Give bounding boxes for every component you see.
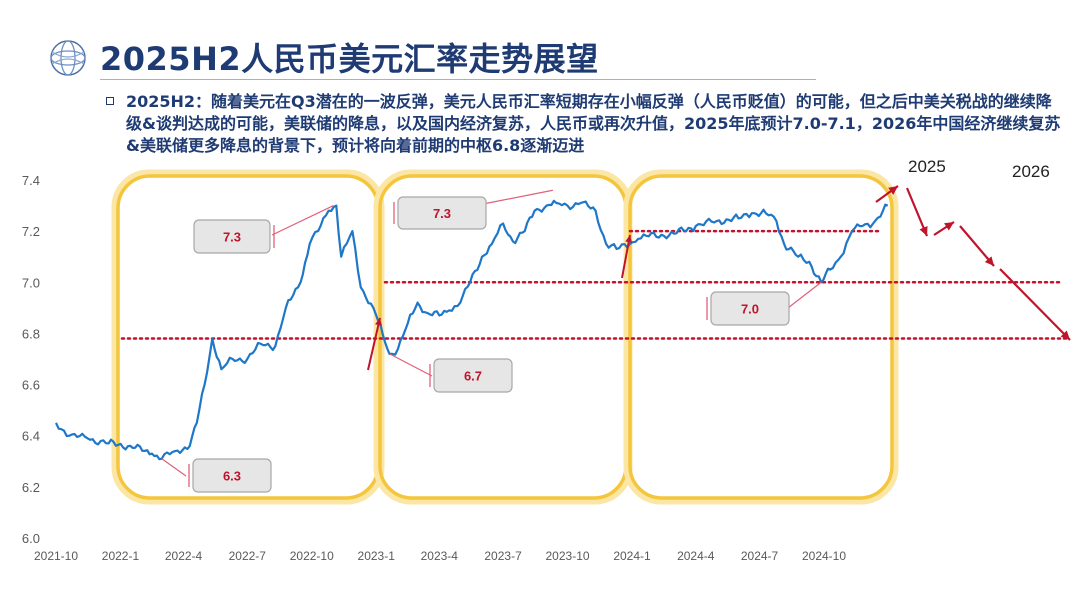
x-tick-label: 2024-10 [802, 549, 846, 563]
y-tick-label: 6.2 [22, 480, 40, 495]
callout-leader [787, 281, 822, 309]
summary-text: 2025H2：随着美元在Q3潜在的一波反弹，美元人民币汇率短期存在小幅反弹（人民… [126, 92, 1061, 155]
arrowhead-icon [888, 186, 898, 195]
arrowhead-icon [984, 256, 994, 266]
arrowhead-icon [374, 318, 382, 326]
y-tick-label: 6.6 [22, 378, 40, 393]
x-tick-label: 2022-7 [229, 549, 267, 563]
arrowhead-icon [944, 222, 954, 231]
arrowhead-icon [625, 235, 633, 243]
callout-leader [271, 205, 334, 236]
callouts: 7.3 6.3 7.3 6.7 7.0 [161, 189, 822, 493]
x-tick-label: 2022-1 [102, 549, 140, 563]
callout-box [710, 291, 790, 326]
x-tick-label: 2023-7 [484, 549, 522, 563]
callout-leader [477, 189, 553, 206]
x-tick-label: 2022-4 [165, 549, 203, 563]
highlight-box [628, 174, 894, 500]
callout-label: 6.7 [464, 369, 482, 384]
transition-arrows [367, 234, 633, 371]
callout-label: 7.3 [223, 230, 241, 245]
x-tick-label: 2023-1 [358, 549, 396, 563]
callout-box [433, 358, 513, 393]
y-tick-label: 6.4 [22, 429, 40, 444]
highlight-boxes [111, 169, 899, 505]
callout-label: 6.3 [223, 469, 241, 484]
highlight-box-glow [623, 169, 899, 505]
y-tick-label: 7.2 [22, 224, 40, 239]
callout-label: 7.0 [741, 302, 759, 317]
title-divider [100, 79, 816, 80]
forecast-year-label: 2026 [1012, 162, 1050, 181]
transition-arrow [621, 234, 631, 279]
x-tick-label: 2024-1 [613, 549, 651, 563]
x-tick-label: 2023-10 [546, 549, 590, 563]
arrowhead-icon [1060, 330, 1070, 340]
page-title: 2025H2人民币美元汇率走势展望 [100, 40, 599, 78]
arrowhead-icon [919, 226, 928, 236]
transition-arrow [367, 317, 381, 371]
exchange-rate-line [55, 199, 889, 461]
callout-box [192, 458, 272, 493]
forecast-arrows: 2025 2026 [875, 157, 1071, 341]
x-tick-label: 2024-4 [677, 549, 715, 563]
bullet-square-icon [106, 97, 114, 105]
y-tick-label: 6.8 [22, 326, 40, 341]
y-tick-label: 7.4 [22, 173, 40, 188]
x-axis: 2021-10 2022-1 2022-4 2022-7 2022-10 2023-1 20… [34, 549, 846, 563]
x-tick-label: 2023-4 [421, 549, 459, 563]
x-tick-label: 2021-10 [34, 549, 78, 563]
callout-leader [161, 458, 187, 477]
globe-logo-icon [50, 40, 86, 76]
callout-box [193, 219, 271, 254]
x-tick-label: 2022-10 [290, 549, 334, 563]
y-tick-label: 6.0 [22, 531, 40, 546]
forecast-arrow [999, 268, 1071, 341]
series-lines [55, 199, 889, 461]
callout-box [397, 196, 487, 230]
x-tick-label: 2024-7 [741, 549, 779, 563]
y-tick-label: 7.0 [22, 275, 40, 290]
callout-leader [389, 353, 433, 377]
forecast-year-label: 2025 [908, 157, 946, 176]
callout-label: 7.3 [433, 206, 451, 221]
y-axis: 6.0 6.2 6.4 6.6 6.8 7.0 7.2 7.4 [22, 173, 40, 546]
